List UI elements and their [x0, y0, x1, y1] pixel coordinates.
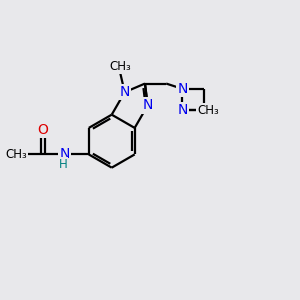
Text: CH₃: CH₃ — [5, 148, 27, 161]
Text: N: N — [59, 147, 70, 161]
Text: CH₃: CH₃ — [110, 60, 131, 73]
Text: N: N — [142, 98, 153, 112]
Text: N: N — [177, 82, 188, 96]
Text: N: N — [177, 103, 188, 117]
Text: CH₃: CH₃ — [197, 103, 219, 117]
Text: H: H — [59, 158, 68, 171]
Text: N: N — [119, 85, 130, 99]
Text: O: O — [38, 123, 49, 137]
